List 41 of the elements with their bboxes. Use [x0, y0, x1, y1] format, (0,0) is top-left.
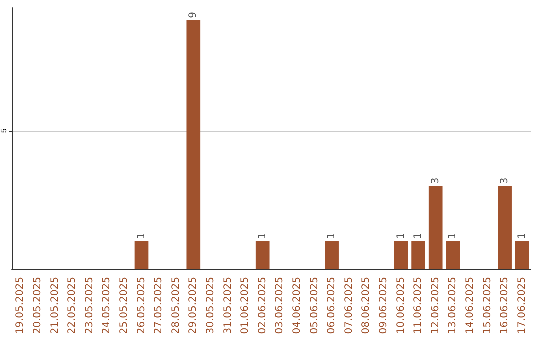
x-tick-label: 09.06.2025 [378, 277, 390, 334]
x-tick-label: 03.06.2025 [274, 277, 286, 334]
x-tick-label: 25.05.2025 [118, 277, 130, 334]
x-tick-label: 20.05.2025 [32, 277, 44, 334]
x-tick-label: 01.06.2025 [240, 277, 252, 334]
x-tick-label: 05.06.2025 [309, 277, 320, 334]
x-tick-label: 17.06.2025 [516, 277, 528, 334]
x-tick-label: 24.05.2025 [102, 277, 113, 334]
data-label: 3 [430, 178, 442, 184]
x-tick-label: 15.06.2025 [482, 277, 494, 334]
x-tick-label: 14.06.2025 [464, 277, 476, 334]
x-tick-label: 31.05.2025 [222, 277, 234, 334]
data-label: 3 [500, 178, 511, 184]
data-label: 1 [257, 233, 268, 240]
data-label: 1 [516, 233, 528, 240]
x-tick-label: 10.06.2025 [396, 277, 407, 334]
y-tick-label: 5 [0, 128, 8, 134]
data-label: 1 [448, 233, 459, 240]
x-tick-label: 29.05.2025 [188, 277, 200, 334]
data-label: 1 [136, 233, 148, 240]
x-tick-label: 16.06.2025 [500, 277, 511, 334]
x-tick-label: 11.06.2025 [413, 277, 424, 334]
x-tick-label: 23.05.2025 [84, 277, 96, 334]
x-tick-label: 19.05.2025 [15, 277, 26, 334]
x-tick-label: 02.06.2025 [257, 277, 268, 334]
x-tick-label: 22.05.2025 [67, 277, 78, 334]
x-tick-label: 13.06.2025 [448, 277, 459, 334]
data-label: 1 [413, 233, 424, 240]
x-tick-label: 27.05.2025 [154, 277, 165, 334]
data-label: 9 [188, 12, 200, 18]
data-label: 1 [396, 233, 407, 240]
x-tick-label: 21.05.2025 [50, 277, 61, 334]
x-tick-label: 12.06.2025 [430, 277, 442, 334]
x-tick-label: 30.05.2025 [205, 277, 216, 334]
x-tick-label: 06.06.2025 [326, 277, 338, 334]
x-tick-label: 04.06.2025 [292, 277, 303, 334]
x-tick-label: 08.06.2025 [361, 277, 372, 334]
x-tick-label: 07.06.2025 [344, 277, 355, 334]
x-tick-label: 28.05.2025 [170, 277, 182, 334]
x-tick-label: 26.05.2025 [136, 277, 148, 334]
data-label: 1 [326, 233, 338, 240]
